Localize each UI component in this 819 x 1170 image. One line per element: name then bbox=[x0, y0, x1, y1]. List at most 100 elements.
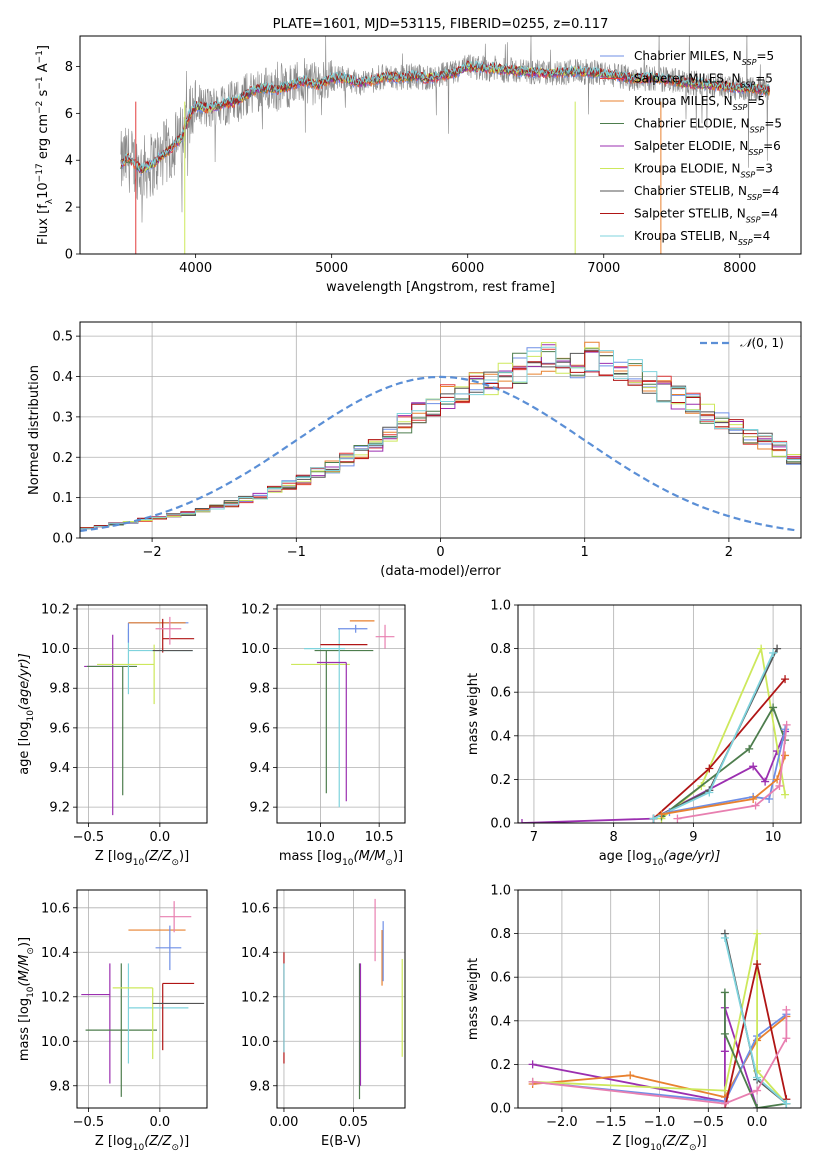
y-tick-label: 0.0 bbox=[490, 1102, 511, 1117]
legend-entry-6: Chabrier STELIB, NSSP=4 bbox=[634, 184, 779, 202]
y-tick-label: 0.0 bbox=[52, 532, 73, 547]
label-span: Chabrier MILES, N bbox=[634, 49, 742, 63]
label-span: SSP bbox=[741, 80, 756, 89]
y-tick-label: 6 bbox=[65, 107, 73, 122]
axes-frame bbox=[76, 604, 208, 824]
weight-marker bbox=[720, 1099, 729, 1108]
x-axis-label: (data-model)/error bbox=[380, 564, 501, 579]
label-span: ] bbox=[36, 45, 51, 50]
legend-entry-0: Chabrier MILES, NSSP=5 bbox=[634, 49, 774, 67]
y-tick-label: 8 bbox=[65, 60, 73, 75]
weight-marker bbox=[769, 648, 778, 657]
label-span: 10 bbox=[36, 182, 51, 199]
label-span: Chabrier STELIB, N bbox=[634, 184, 747, 198]
label-span: mass weight bbox=[466, 958, 481, 1040]
y-tick-label: 10.0 bbox=[241, 642, 270, 657]
label-span: E(B-V) bbox=[321, 1134, 361, 1149]
label-span: age [log bbox=[599, 849, 652, 864]
label-span: Flux [f bbox=[36, 204, 51, 245]
weight-line-8 bbox=[677, 724, 788, 820]
label-span: 10 bbox=[650, 1143, 662, 1153]
label-span: Z [log bbox=[612, 1134, 650, 1149]
label-span: Salpeter MILES, N bbox=[634, 72, 741, 86]
x-tick-label: 6000 bbox=[451, 261, 484, 276]
plot-area bbox=[84, 616, 195, 816]
label-span: Z [log bbox=[95, 1134, 133, 1149]
x-tick-label: −1.0 bbox=[644, 1115, 676, 1130]
legend-entry-7: Salpeter STELIB, NSSP=4 bbox=[634, 207, 778, 225]
weight-marker bbox=[761, 777, 770, 786]
label-span: mass [log bbox=[279, 849, 342, 864]
x-tick-label: 0.0 bbox=[747, 1115, 768, 1130]
y-axis-label: mass [log10(M/M⊙)] bbox=[17, 937, 36, 1061]
label-span: Chabrier ELODIE, N bbox=[634, 117, 750, 131]
label-span: SSP bbox=[748, 148, 763, 157]
y-tick-label: 0.3 bbox=[52, 410, 73, 425]
legend-entry-1: Salpeter MILES, NSSP=5 bbox=[634, 72, 773, 90]
label-span: =3 bbox=[755, 162, 773, 176]
ticks bbox=[73, 608, 161, 827]
label-span: (age/yr)] bbox=[663, 849, 720, 864]
weight-marker bbox=[782, 1005, 791, 1014]
weight-marker bbox=[775, 781, 784, 790]
panel-7: −2.0 −1.5 −1.0 −0.5 0.0 0.0 0.2 0.4 0.6 0.8 1.0 Z [… bbox=[466, 884, 802, 1153]
label-span: =5 bbox=[764, 117, 782, 131]
label-span: s bbox=[36, 89, 51, 100]
y-tick-label: 0.4 bbox=[52, 370, 73, 385]
label-span: Kroupa STELIB, N bbox=[634, 229, 738, 243]
y-tick-label: 10.2 bbox=[241, 602, 270, 617]
plot-area bbox=[291, 620, 395, 808]
weight-marker bbox=[753, 960, 762, 969]
x-axis-label: mass [log10(M/M⊙)] bbox=[279, 849, 403, 868]
x-tick-label: 7000 bbox=[587, 261, 620, 276]
y-axis-label: mass weight bbox=[466, 958, 481, 1040]
label-span: =4 bbox=[753, 229, 771, 243]
label-span: mass [log bbox=[17, 998, 32, 1061]
weight-line-6 bbox=[724, 992, 787, 1108]
grid bbox=[518, 604, 801, 824]
y-tick-label: 9.4 bbox=[49, 761, 70, 776]
weight-line-0 bbox=[521, 731, 786, 823]
plot-area bbox=[81, 901, 205, 1097]
x-axis-label: Z [log10(Z/Z⊙)] bbox=[95, 849, 189, 868]
x-tick-label: 10 bbox=[765, 830, 782, 845]
weight-marker bbox=[773, 644, 782, 653]
y-tick-label: 10.2 bbox=[41, 990, 70, 1005]
label-span: −1 bbox=[35, 76, 45, 89]
label-span: SSP bbox=[750, 125, 765, 134]
weight-marker bbox=[720, 988, 729, 997]
label-span: SSP bbox=[741, 170, 756, 179]
panel-1: −2 −1 0 1 2 0.0 0.1 0.2 0.3 0.4 0.5 (data-model)/er… bbox=[27, 321, 802, 579]
label-span: −1 bbox=[35, 50, 45, 63]
weight-marker bbox=[781, 790, 790, 799]
x-tick-label: −0.5 bbox=[693, 1115, 725, 1130]
label-span: 10 bbox=[26, 710, 36, 722]
label-span: ⊙ bbox=[171, 858, 179, 868]
x-tick-label: 0 bbox=[436, 545, 444, 560]
x-axis-label: age [log10(age/yr)] bbox=[599, 849, 721, 868]
weight-marker bbox=[765, 795, 774, 804]
plot-area bbox=[120, 36, 771, 254]
label-span: )] bbox=[17, 937, 32, 947]
weight-marker bbox=[518, 819, 526, 823]
x-tick-label: 0.00 bbox=[269, 1115, 298, 1130]
y-tick-label: 0.6 bbox=[490, 971, 511, 986]
y-tick-label: 10.2 bbox=[41, 602, 70, 617]
legend-entry-5: Kroupa ELODIE, NSSP=3 bbox=[634, 162, 773, 180]
x-tick-label: 0.0 bbox=[150, 1115, 171, 1130]
label-span: 10 bbox=[133, 1143, 145, 1153]
label-span: Kroupa ELODIE, N bbox=[634, 162, 741, 176]
plot-area bbox=[518, 644, 791, 823]
y-tick-label: 9.4 bbox=[249, 761, 270, 776]
label-span: (Z/Z bbox=[662, 1134, 690, 1149]
panel-2: −0.5 0.09.29.49.69.810.010.2Z [log10(Z/Z⊙… bbox=[17, 602, 208, 868]
label-span: −17 bbox=[35, 163, 45, 182]
weight-marker bbox=[720, 1086, 729, 1095]
panel-0: 4000 5000 6000 7000 8000 0 2 4 6 8 PLATE=1601, MJD… bbox=[35, 17, 802, 295]
ticks bbox=[273, 907, 354, 1112]
histogram-step-7 bbox=[80, 350, 801, 531]
label-span: (M/M bbox=[354, 849, 386, 864]
y-axis-label: Normed distribution bbox=[27, 365, 42, 495]
legend-entry-2: Kroupa MILES, NSSP=5 bbox=[634, 94, 765, 112]
y-tick-label: 10.4 bbox=[41, 946, 70, 961]
